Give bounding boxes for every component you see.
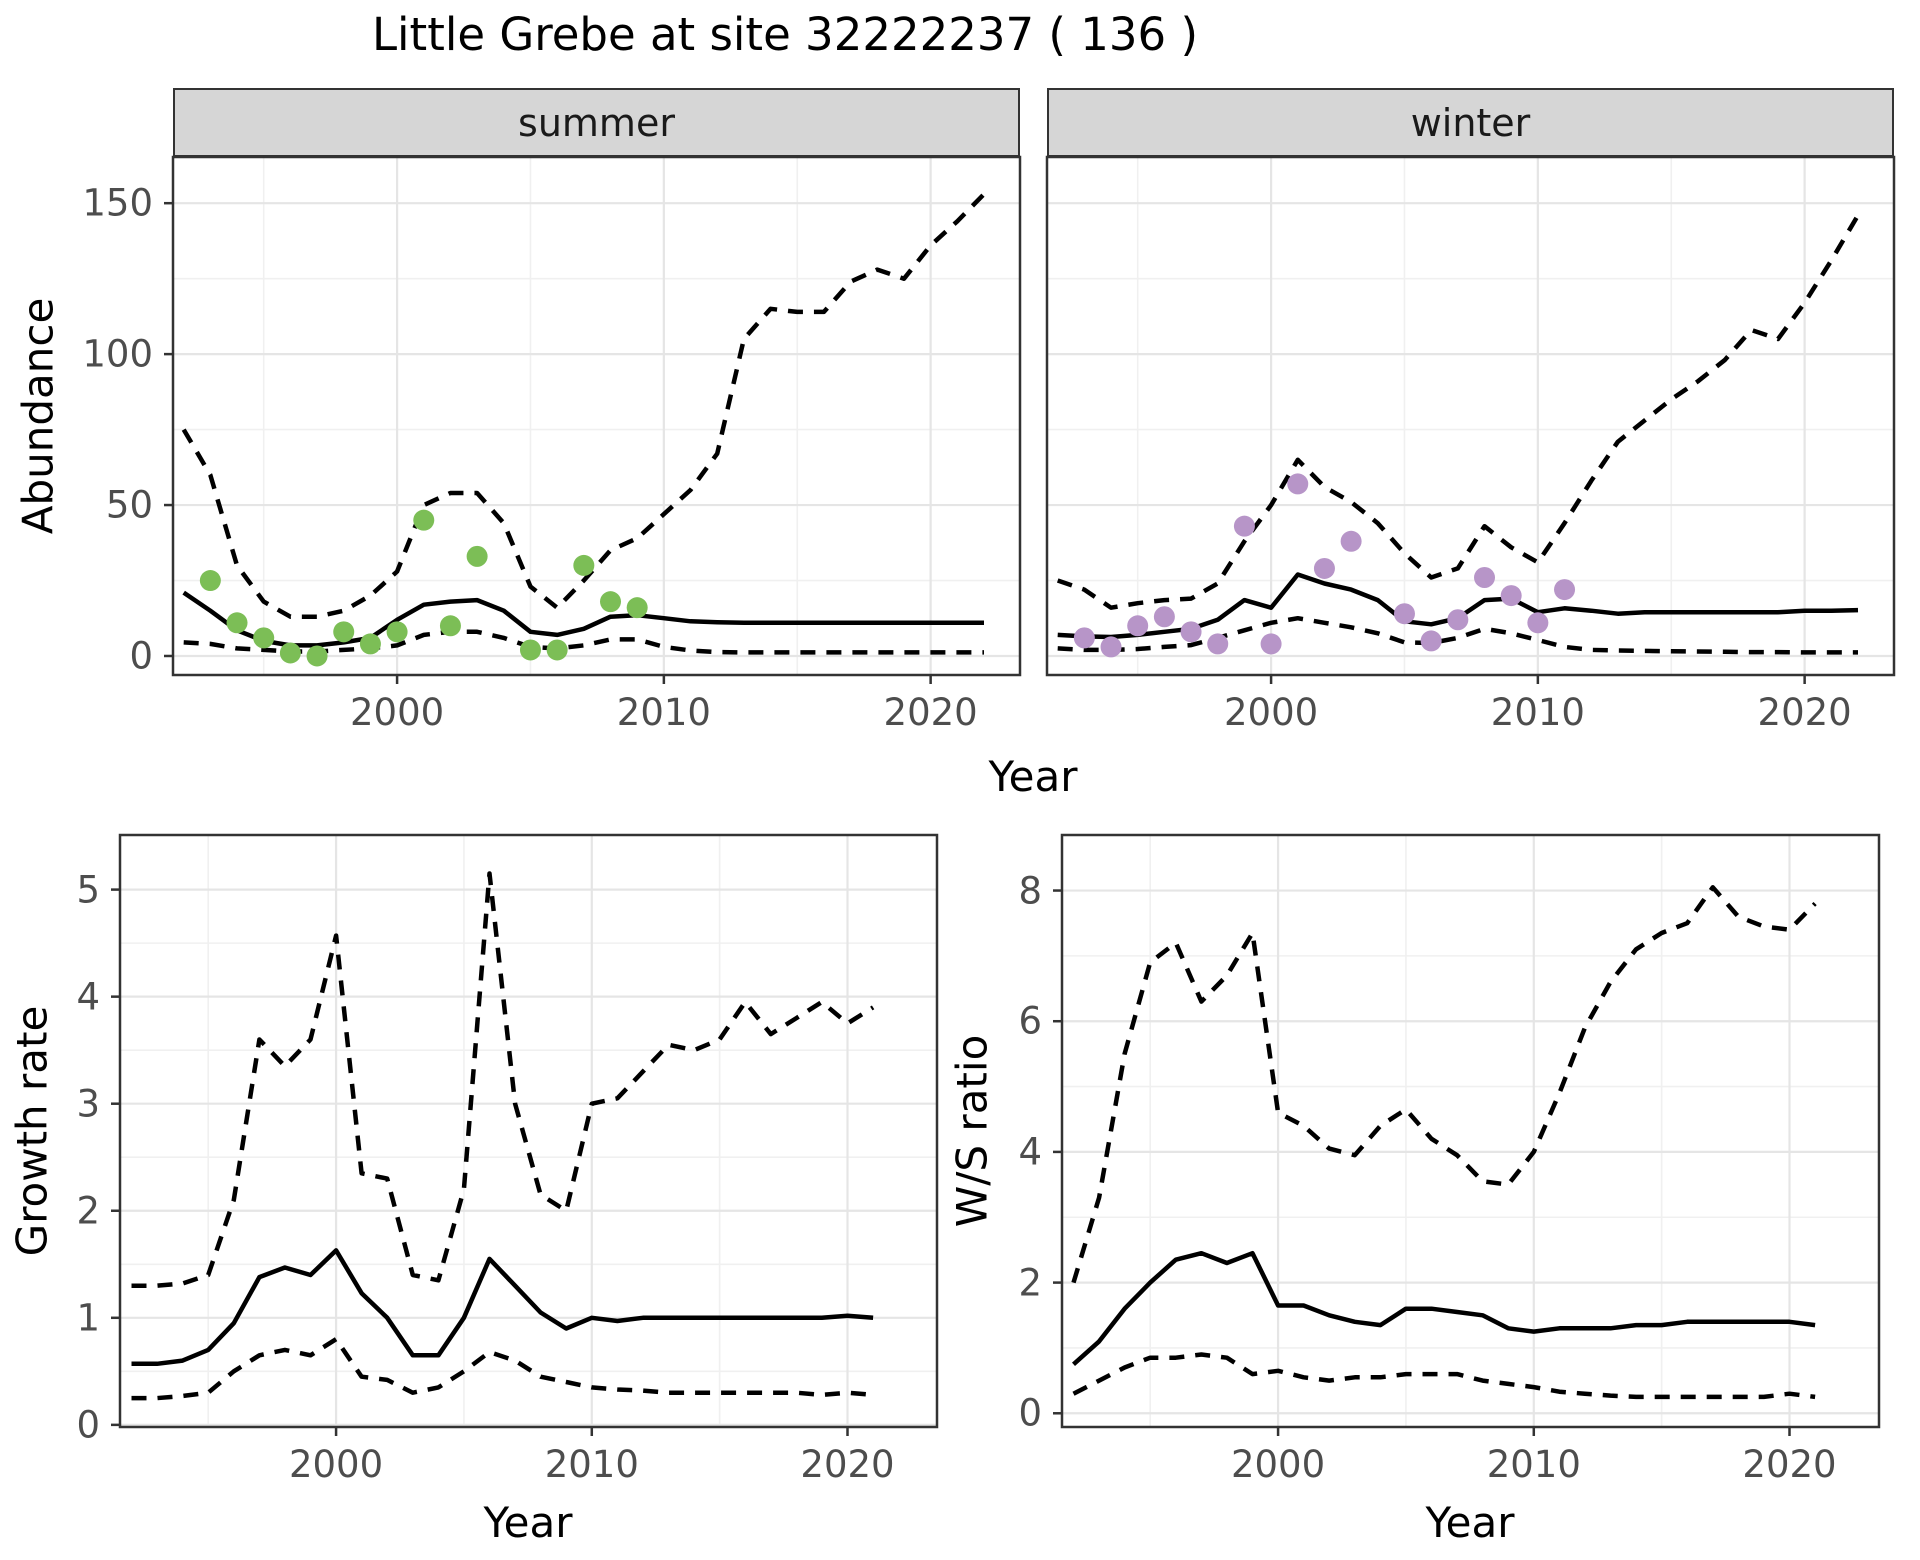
facet-strip-winter-label: winter (1410, 100, 1531, 145)
abundance_summer-x-tick-label: 2020 (883, 691, 978, 734)
abundance_winter-observation-point (1474, 566, 1496, 588)
growth_rate-y-tick-label: 0 (76, 1403, 100, 1447)
abundance_summer-observation-point (386, 621, 408, 643)
abundance_summer-observation-point (359, 633, 381, 655)
abundance_winter-observation-point (1207, 633, 1229, 655)
growth_rate-x-tick-label: 2020 (800, 1443, 895, 1486)
abundance_summer-panel-bg (173, 157, 1020, 675)
abundance_summer-observation-point (626, 597, 648, 619)
abundance_winter-observation-point (1153, 606, 1175, 628)
abundance_winter-observation-point (1527, 612, 1549, 634)
growth_rate-x-tick-label: 2000 (288, 1443, 384, 1486)
abundance_winter-x-tick-label: 2020 (1757, 691, 1852, 734)
ws_ratio-y-tick-label: 8 (1018, 869, 1042, 913)
abundance_summer-y-tick-label: 0 (129, 634, 153, 678)
ws_ratio-panel-bg (1062, 835, 1879, 1427)
abundance_winter-observation-point (1340, 530, 1362, 552)
ws_ratio-y-tick-label: 0 (1018, 1391, 1042, 1435)
growth_rate-y-tick-label: 5 (76, 868, 100, 912)
abundance_summer-observation-point (600, 591, 622, 613)
growth_rate-x-tick-label: 2010 (544, 1443, 639, 1486)
abundance_summer-observation-point (199, 570, 221, 592)
abundance_winter-observation-point (1260, 633, 1282, 655)
abundance_winter-ci-lower-line (1057, 615, 1858, 655)
abundance_summer-observation-point (279, 642, 301, 664)
abundance_winter-observation-point (1447, 609, 1469, 631)
growth_rate-y-tick-label: 1 (76, 1296, 100, 1340)
ws_ratio-y-tick-label: 2 (1018, 1261, 1042, 1305)
y-axis-label-abundance: Abundance (13, 297, 63, 535)
abundance_summer-x-tick-label: 2010 (616, 691, 711, 734)
abundance_winter-observation-point (1073, 627, 1095, 649)
abundance_winter-observation-point (1554, 579, 1576, 601)
facet-strip-winter: winter (1047, 88, 1894, 157)
ws_ratio-panel-border (1060, 833, 1881, 1429)
growth_rate-y-tick-label: 4 (76, 975, 100, 1019)
abundance_winter-observation-point (1233, 515, 1255, 537)
abundance_summer-observation-point (253, 627, 275, 649)
growth_rate-mean-line (131, 1248, 874, 1367)
abundance_winter-observation-point (1313, 557, 1335, 579)
abundance_winter-observation-point (1287, 473, 1309, 495)
abundance_summer-y-tick-label: 50 (105, 483, 153, 527)
y-axis-label-ws-ratio: W/S ratio (947, 1034, 997, 1228)
facet-strip-summer: summer (173, 88, 1020, 157)
abundance_winter-ci-upper-line (1056, 214, 1860, 610)
ws_ratio-y-tick-label: 4 (1018, 1130, 1042, 1174)
abundance_winter-x-tick-label: 2010 (1490, 691, 1585, 734)
abundance_summer-y-tick-label: 150 (82, 181, 153, 225)
growth_rate-y-tick-label: 2 (76, 1189, 100, 1233)
abundance_winter-observation-point (1100, 636, 1122, 658)
ws_ratio-x-tick-label: 2020 (1742, 1443, 1837, 1486)
ws_ratio-x-tick-label: 2010 (1486, 1443, 1581, 1486)
abundance_summer-observation-point (439, 615, 461, 637)
ws_ratio-ci-lower-line (1072, 1352, 1816, 1400)
abundance_summer-observation-point (333, 621, 355, 643)
abundance_summer-observation-point (306, 645, 328, 667)
abundance_summer-ci-upper-line (181, 192, 986, 619)
x-axis-label-year-bottom-left: Year (483, 1498, 573, 1547)
ws_ratio-mean-line (1071, 1250, 1816, 1366)
abundance_summer-observation-point (466, 545, 488, 567)
abundance_winter-observation-point (1180, 621, 1202, 643)
facet-strip-summer-label: summer (518, 100, 675, 145)
abundance_summer-mean-line (182, 590, 984, 648)
growth_rate-ci-upper-line (131, 871, 875, 1288)
growth_rate-panel-bg (120, 835, 937, 1427)
growth_rate-ci-lower-line (131, 1336, 874, 1401)
ws_ratio-y-tick-label: 6 (1018, 999, 1042, 1043)
x-axis-label-year-top: Year (988, 752, 1078, 801)
abundance_summer-observation-point (413, 509, 435, 531)
abundance_winter-observation-point (1393, 603, 1415, 625)
figure-title: Little Grebe at site 32222237 ( 136 ) (371, 8, 1199, 61)
growth_rate-panel-border (118, 833, 939, 1429)
y-axis-label-growth-rate: Growth rate (7, 1005, 57, 1257)
abundance_summer-panel-border (171, 155, 1022, 677)
growth_rate-y-tick-label: 3 (76, 1082, 100, 1126)
abundance_summer-observation-point (546, 639, 568, 661)
abundance_winter-panel-border (1045, 155, 1896, 677)
abundance_summer-x-tick-label: 2000 (349, 691, 445, 734)
abundance_winter-observation-point (1420, 630, 1442, 652)
abundance_summer-observation-point (226, 612, 248, 634)
x-axis-label-year-bottom-right: Year (1425, 1498, 1515, 1547)
abundance_summer-y-tick-label: 100 (82, 332, 153, 376)
abundance_summer-observation-point (573, 554, 595, 576)
abundance_summer-observation-point (519, 639, 541, 661)
abundance_winter-panel-bg (1047, 157, 1894, 675)
ws_ratio-x-tick-label: 2000 (1230, 1443, 1326, 1486)
abundance_winter-observation-point (1500, 585, 1522, 607)
abundance_winter-x-tick-label: 2000 (1223, 691, 1319, 734)
abundance_winter-observation-point (1127, 615, 1149, 637)
